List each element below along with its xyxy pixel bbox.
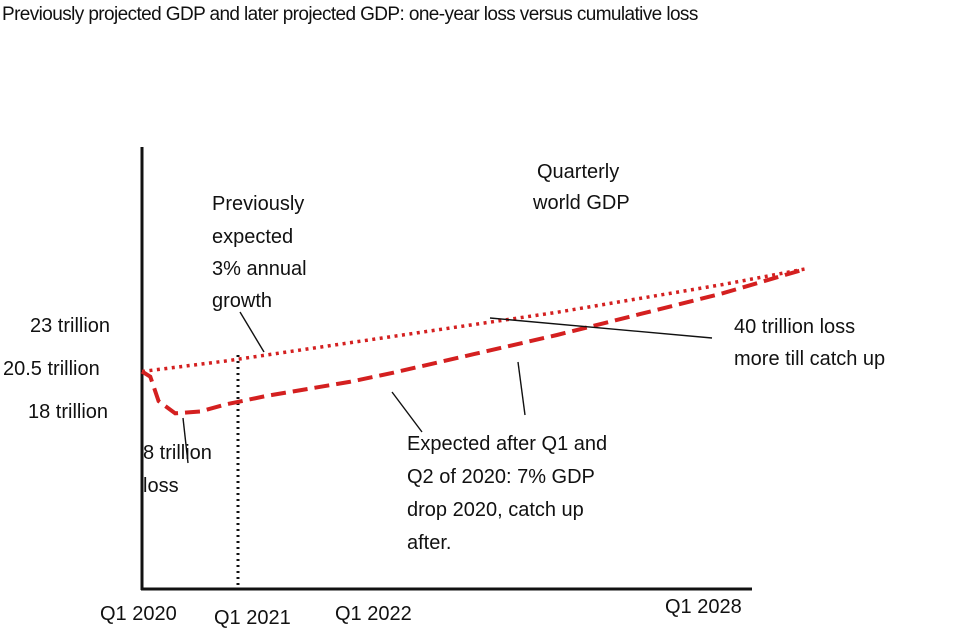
annotation-previously-line-4: growth [212,290,272,312]
annotation-expected-line-3: drop 2020, catch up [407,499,584,521]
leader-expected-after [391,391,423,433]
annotation-expected-line-2: Q2 of 2020: 7% GDP [407,466,595,488]
annotation-expected-after: Expected after Q1 and Q2 of 2020: 7% GDP… [407,433,613,554]
annotation-quarterly-line-1: Quarterly [537,161,619,183]
annotation-forty-trillion-loss: 40 trillion loss more till catch up [734,316,885,370]
annotation-quarterly-world-gdp: Quarterly world GDP [532,161,630,214]
annotation-previously-line-2: expected [212,226,293,248]
chart-title: Previously projected GDP and later proje… [2,4,698,25]
annotation-previously-line-1: Previously [212,193,304,215]
annotation-eight-line-1: 8 trillion [143,442,212,464]
annotation-eight-trillion-loss: 8 trillion loss [143,442,217,497]
annotation-forty-line-1: 40 trillion loss [734,316,855,338]
y-tick-label-23-trillion: 23 trillion [30,315,110,337]
annotation-eight-line-2: loss [143,475,179,497]
x-tick-label-q1-2022: Q1 2022 [335,603,412,625]
leader-forty-loss [489,317,713,339]
leader-previously [239,311,265,353]
x-tick-label-q1-2028: Q1 2028 [665,596,742,618]
annotation-quarterly-line-2: world GDP [532,192,630,214]
y-tick-label-18-trillion: 18 trillion [28,401,108,423]
annotation-forty-line-2: more till catch up [734,348,885,370]
leader-eight-loss [182,417,189,464]
annotation-previously-line-3: 3% annual [212,258,307,280]
leader-forty-loss-tail [517,361,526,416]
x-tick-label-q1-2021: Q1 2021 [214,607,291,629]
annotation-expected-line-4: after. [407,532,451,554]
annotation-expected-line-1: Expected after Q1 and [407,433,607,455]
annotation-previously-expected: Previously expected 3% annual growth [212,193,312,312]
y-tick-label-20-5-trillion: 20.5 trillion [3,358,100,380]
x-tick-label-q1-2020: Q1 2020 [100,603,177,625]
